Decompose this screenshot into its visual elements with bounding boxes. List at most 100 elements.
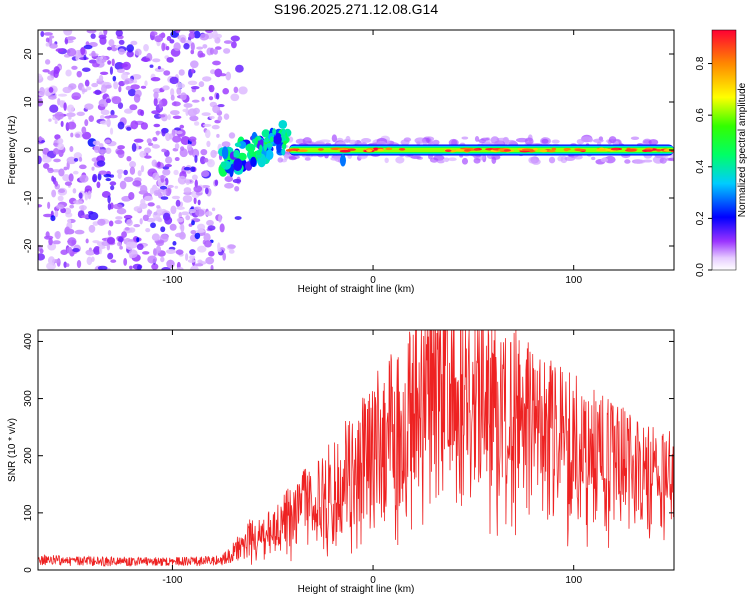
noise-blob [107,230,112,236]
noise-blob [161,267,171,270]
tone-peak [385,147,393,151]
noise-blob [105,98,112,104]
noise-blob [96,160,106,167]
transition-blob [278,120,288,129]
noise-blob [231,41,237,49]
noise-blob [98,34,107,40]
noise-blob [101,84,107,93]
noise-blob [165,249,176,254]
noise-blob [171,195,181,200]
noise-blob [180,135,191,145]
noise-blob [183,103,193,108]
noise-blob [106,46,112,51]
noise-blob [191,174,198,180]
tone-peak [663,148,671,152]
noise-blob [139,150,147,158]
noise-blob [45,37,50,43]
noise-blob [158,175,166,179]
noise-blob [136,237,140,243]
snr-x-tick-label: -100 [162,575,182,586]
noise-blob [224,175,234,183]
noise-blob [144,155,152,159]
noise-blob [171,101,181,107]
halo-blob [473,157,481,164]
noise-blob [129,166,136,175]
noise-blob [66,112,76,118]
noise-blob [172,115,182,120]
noise-blob [103,30,108,36]
noise-blob [200,148,208,156]
noise-blob [169,223,177,231]
noise-blob [191,68,195,74]
colorbar-tick-label: 0.6 [695,108,706,122]
halo-blob [410,155,422,159]
tone-peak [610,147,620,151]
noise-blob [66,104,75,113]
spectrogram-heatmap [38,30,674,270]
noise-blob [190,265,199,270]
noise-blob [92,240,100,244]
noise-blob [193,30,201,39]
noise-blob [50,215,56,222]
noise-blob [38,73,43,80]
halo-blob [361,137,372,143]
noise-blob [187,80,198,86]
noise-blob [208,250,215,257]
noise-blob [92,140,101,146]
noise-blob [230,35,240,42]
noise-blob [38,155,42,165]
noise-blob [104,139,111,144]
halo-blob [630,136,640,140]
noise-blob [212,60,221,66]
noise-blob [144,80,148,87]
noise-blob [155,245,162,254]
noise-blob [63,261,67,268]
noise-blob [176,130,183,135]
noise-blob [139,218,143,225]
noise-blob [149,187,154,195]
noise-blob [202,44,208,49]
noise-blob [155,130,160,136]
noise-blob [101,240,109,247]
noise-blob [81,67,91,72]
noise-blob [91,50,96,57]
noise-blob [217,104,225,108]
noise-blob [97,265,108,270]
colorbar-label: Normalized spectral amplitude [737,82,748,217]
noise-blob [85,249,96,256]
snr-x-tick-label: 0 [370,575,376,586]
halo-blob [564,156,576,162]
noise-blob [38,136,43,142]
noise-blob [136,243,144,251]
tone-peak [533,147,538,151]
noise-blob [165,132,171,142]
noise-blob [175,249,184,255]
noise-blob [110,185,115,191]
noise-blob [191,148,200,158]
noise-blob [122,61,131,71]
tone-peak [539,149,548,153]
noise-blob [88,115,94,122]
noise-blob [172,241,177,246]
noise-blob [116,208,127,215]
tone-peak [455,148,466,152]
noise-blob [88,211,99,221]
transition-blob [273,134,282,145]
noise-blob [57,138,64,145]
noise-blob [169,133,173,140]
noise-blob [44,59,51,65]
chart-title: S196.2025.271.12.08.G14 [274,1,438,17]
tone-peak [285,149,293,152]
noise-blob [151,110,161,115]
noise-blob [234,216,242,221]
noise-blob [68,173,74,182]
halo-blob [648,139,659,146]
noise-blob [174,232,184,238]
noise-blob [52,240,61,245]
snr-frame [37,329,675,571]
noise-blob [188,208,197,214]
noise-blob [76,111,85,117]
noise-blob [104,115,112,119]
halo-blob [591,156,596,161]
noise-blob [112,203,123,210]
